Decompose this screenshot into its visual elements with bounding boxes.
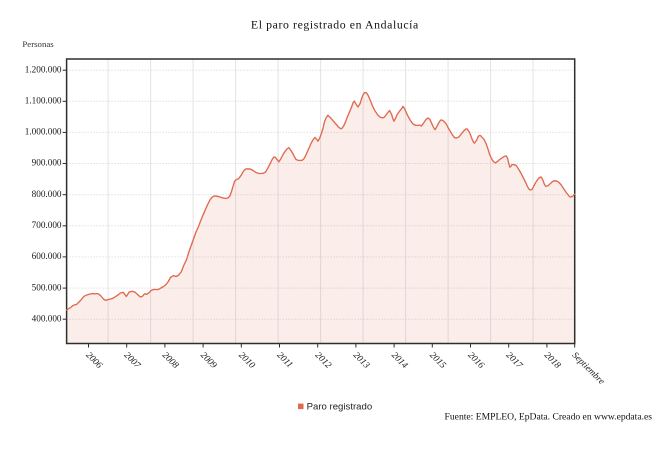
svg-text:2009: 2009 — [198, 351, 218, 371]
svg-text:2015: 2015 — [427, 351, 447, 371]
svg-text:2013: 2013 — [351, 351, 371, 371]
svg-text:Paro registrado: Paro registrado — [307, 402, 373, 413]
svg-text:2017: 2017 — [504, 351, 524, 371]
svg-text:Septiembre: Septiembre — [570, 351, 606, 387]
svg-text:2012: 2012 — [313, 351, 333, 371]
svg-text:2018: 2018 — [542, 351, 562, 371]
svg-text:2016: 2016 — [465, 351, 485, 371]
svg-text:2008: 2008 — [160, 351, 180, 371]
svg-text:1.200.000: 1.200.000 — [25, 64, 62, 74]
svg-text:600.000: 600.000 — [32, 251, 62, 261]
svg-text:El paro registrado en Andalucí: El paro registrado en Andalucía — [251, 17, 419, 31]
svg-text:900.000: 900.000 — [32, 158, 62, 168]
svg-text:2014: 2014 — [389, 351, 409, 371]
svg-text:800.000: 800.000 — [32, 189, 62, 199]
svg-text:1.000.000: 1.000.000 — [25, 127, 62, 137]
svg-text:400.000: 400.000 — [32, 313, 62, 323]
svg-text:2006: 2006 — [83, 351, 103, 371]
svg-text:700.000: 700.000 — [32, 220, 62, 230]
svg-text:2007: 2007 — [122, 351, 142, 371]
svg-text:1.100.000: 1.100.000 — [25, 96, 62, 106]
svg-text:500.000: 500.000 — [32, 282, 62, 292]
svg-text:Fuente: EMPLEO, EpData. Creado: Fuente: EMPLEO, EpData. Creado en www.ep… — [445, 411, 653, 422]
svg-text:Personas: Personas — [22, 39, 54, 49]
svg-text:2010: 2010 — [236, 351, 256, 371]
svg-text:2011: 2011 — [274, 351, 294, 371]
